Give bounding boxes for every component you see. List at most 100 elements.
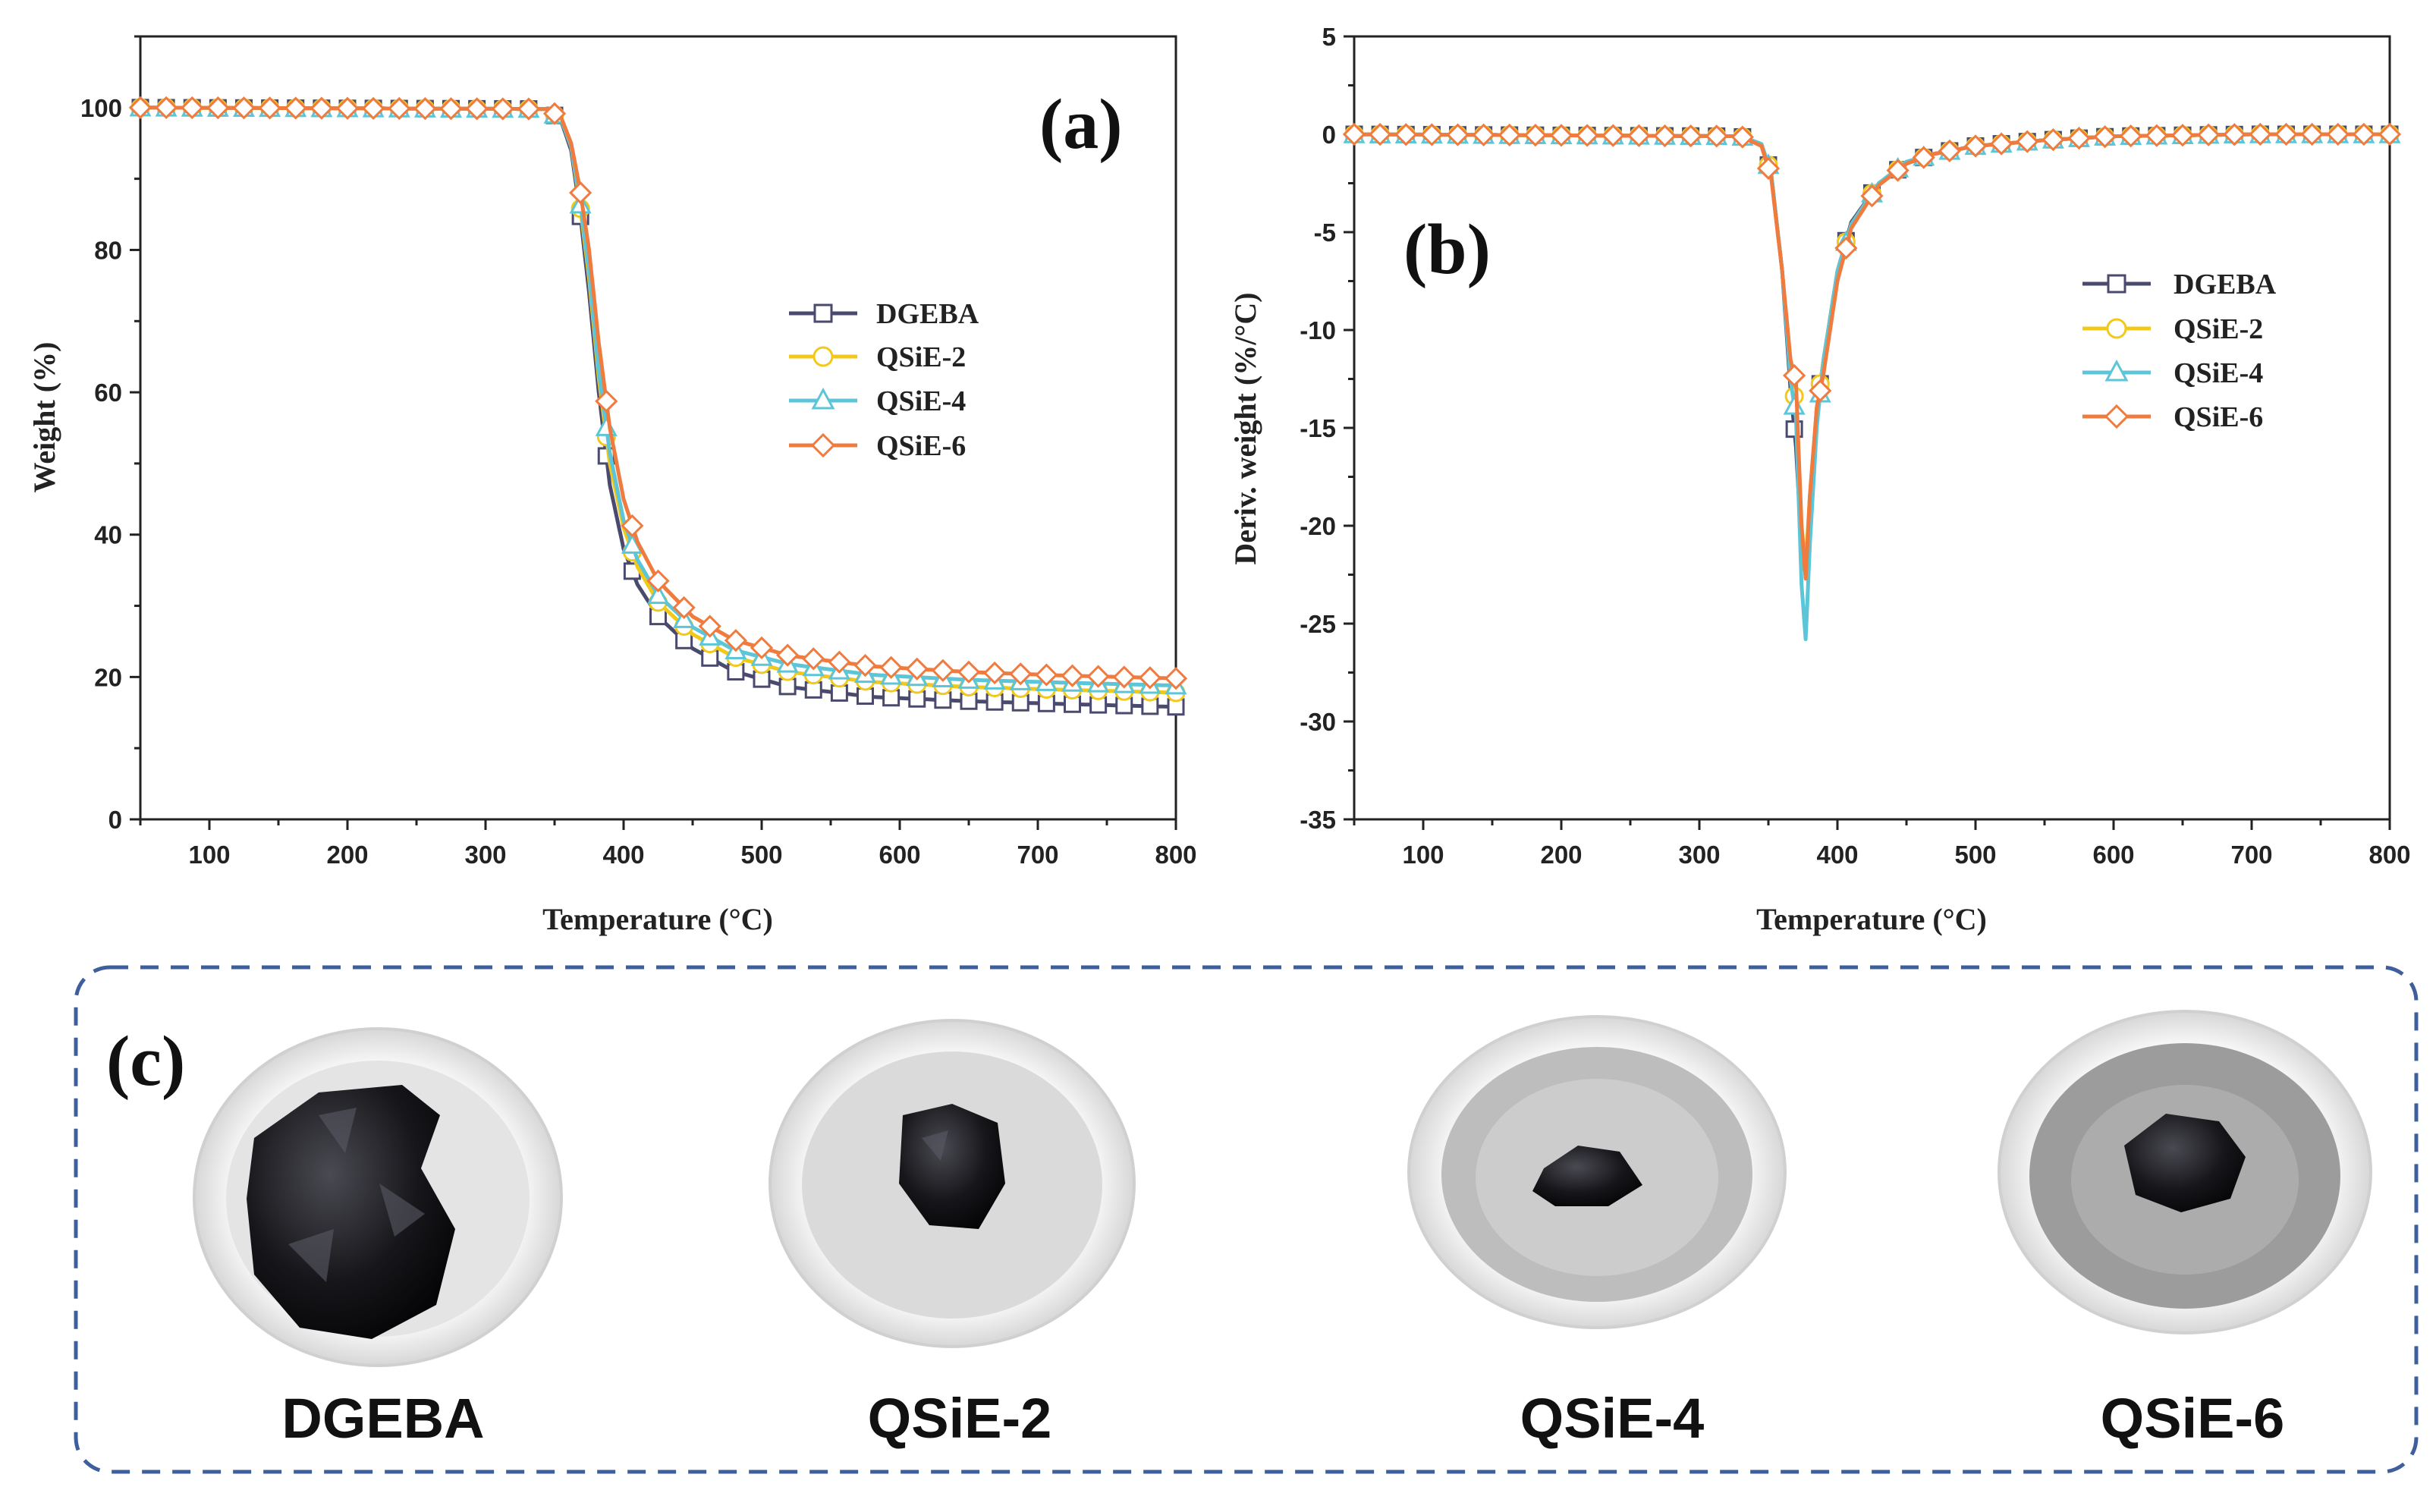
x-tick-label: 800 (2368, 841, 2410, 869)
legend-label: QSiE-4 (2174, 357, 2263, 389)
legend-item-qsie-2: QSiE-2 (2082, 313, 2263, 345)
data-point (778, 677, 797, 696)
data-point (698, 615, 721, 638)
data-point (1990, 132, 2013, 156)
panel-a-y-axis-title: Weight (%) (27, 342, 61, 493)
panel-a-x-axis-title: Temperature (°C) (542, 902, 773, 936)
series-dgeba (131, 99, 1185, 716)
data-point (1472, 123, 1495, 146)
x-tick-label: 600 (2092, 841, 2134, 869)
data-point (1601, 124, 1625, 147)
legend-marker (2106, 318, 2127, 339)
data-point (1086, 665, 1110, 688)
legend-item-qsie-6: QSiE-6 (2082, 401, 2263, 433)
panel-b-label: (b) (1403, 210, 1491, 289)
data-point (232, 96, 256, 120)
legend-label: QSiE-2 (2174, 313, 2263, 345)
data-point (595, 389, 618, 413)
data-point (1627, 124, 1651, 148)
data-point (181, 96, 204, 120)
data-point (905, 657, 929, 681)
data-point (155, 96, 178, 120)
x-tick-label: 500 (1954, 841, 1996, 869)
data-point (517, 97, 540, 121)
y-tick-label: 20 (94, 663, 122, 691)
data-point (828, 650, 851, 674)
data-point (802, 647, 825, 671)
x-tick-label: 700 (1017, 841, 1058, 869)
x-tick-label: 200 (326, 841, 368, 869)
y-tick-label: 60 (94, 379, 122, 407)
data-point (2300, 122, 2324, 146)
char-residue (1532, 1146, 1642, 1206)
data-point (983, 661, 1007, 685)
data-point (646, 569, 670, 593)
panel-a-legend: DGEBA QSiE-2 QSiE-4 QSiE-6 (789, 298, 979, 462)
legend-label: QSiE-4 (876, 385, 966, 417)
data-point (957, 660, 981, 684)
sample-label-dgeba: DGEBA (281, 1387, 484, 1450)
data-point (491, 97, 514, 121)
data-point (2170, 124, 2195, 147)
y-tick-label: 40 (94, 521, 122, 549)
panel-a-label: (a) (1039, 85, 1123, 164)
data-point (595, 415, 618, 436)
data-point (439, 97, 463, 121)
crucible-photo-dgeba: DGEBA (193, 1027, 563, 1450)
data-point (724, 629, 747, 652)
panel-b-x-tick-labels: 100 200 300 400 500 600 700 800 (1402, 841, 2410, 869)
data-point (1679, 124, 1702, 148)
sample-label-qsie-6: QSiE-6 (2101, 1387, 2285, 1450)
data-point (646, 583, 670, 605)
legend-marker (2107, 274, 2126, 294)
residue-highlight (288, 1108, 425, 1282)
panel-b-tick-marks (1344, 35, 2391, 830)
y-tick-label: 80 (94, 236, 122, 264)
data-point (258, 96, 281, 120)
data-point (1009, 662, 1033, 686)
char-residue (247, 1085, 455, 1339)
data-point (2326, 122, 2350, 146)
data-point (1783, 363, 1806, 388)
panel-a-y-tick-labels: 0 20 40 60 80 100 (80, 94, 122, 834)
legend-item-dgeba: DGEBA (789, 298, 979, 330)
data-point (2223, 123, 2246, 146)
panel-a-x-tick-labels: 100 200 300 400 500 600 700 800 (188, 841, 1196, 869)
legend-label: QSiE-6 (2174, 401, 2263, 433)
legend-item-qsie-6: QSiE-6 (789, 430, 966, 462)
data-point (569, 181, 592, 205)
legend-marker (813, 346, 834, 367)
data-point (882, 689, 901, 707)
y-tick-label: -10 (1300, 316, 1336, 344)
data-point (1834, 236, 1858, 260)
data-point (1035, 663, 1058, 687)
legend-item-qsie-4: QSiE-4 (2082, 357, 2263, 389)
data-point (776, 643, 800, 667)
data-point (1730, 125, 1754, 149)
y-tick-label: -35 (1300, 806, 1336, 834)
data-point (2016, 130, 2039, 153)
data-point (1061, 664, 1084, 687)
data-point (879, 655, 903, 679)
data-point (1112, 665, 1136, 689)
y-tick-label: 0 (1322, 121, 1336, 149)
data-point (1653, 124, 1677, 148)
series-qsie-6 (128, 96, 1188, 690)
sample-label-qsie-4: QSiE-4 (1520, 1387, 1705, 1450)
data-point (1576, 124, 1599, 147)
data-point (1938, 139, 1961, 163)
char-residue (2124, 1114, 2246, 1212)
data-point (2093, 125, 2117, 149)
data-point (621, 514, 644, 538)
data-point (2145, 124, 2168, 147)
legend-item-qsie-2: QSiE-2 (789, 341, 966, 373)
panel-b-legend: DGEBA QSiE-2 QSiE-4 QSiE-6 (2082, 269, 2277, 433)
data-point (1394, 123, 1418, 146)
data-point (1138, 666, 1161, 690)
data-point (857, 687, 874, 706)
panel-b-x-axis-title: Temperature (°C) (1756, 902, 1987, 936)
legend-item-qsie-4: QSiE-4 (789, 385, 966, 417)
data-point (2197, 123, 2221, 146)
y-tick-label: 100 (80, 94, 122, 122)
